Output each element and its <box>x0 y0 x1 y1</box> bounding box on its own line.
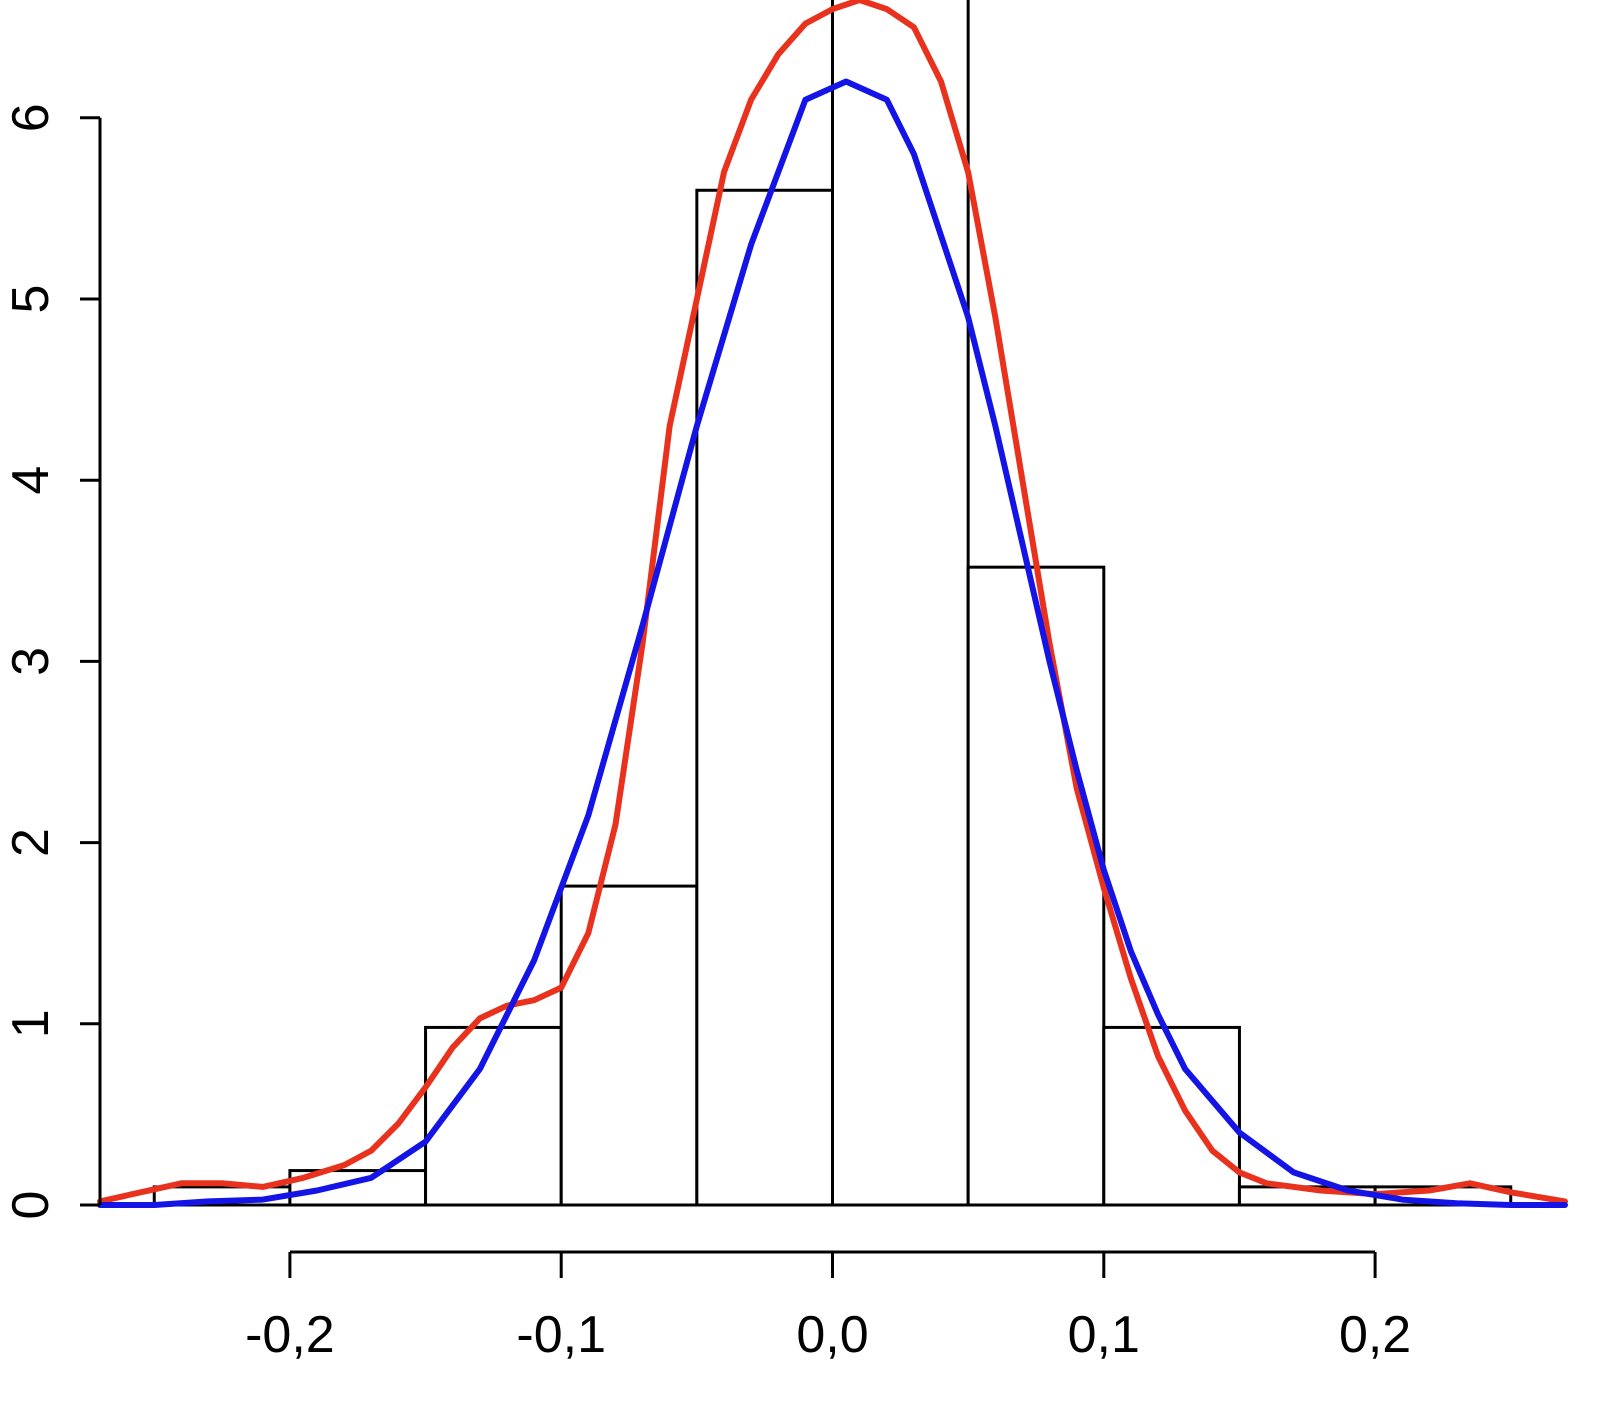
histogram-bars <box>152 0 1513 1207</box>
y-tick-label: 5 <box>2 285 60 314</box>
red-density-curve <box>97 0 1568 1205</box>
y-tick-label: 4 <box>2 466 60 495</box>
histogram-bar <box>831 0 970 1207</box>
x-tick-label: 0,0 <box>796 1306 868 1364</box>
x-tick-label: -0,1 <box>516 1306 606 1364</box>
x-tick-label: -0,2 <box>245 1306 335 1364</box>
histogram-bar <box>966 565 1106 1207</box>
y-tick-label: 0 <box>2 1191 60 1220</box>
y-tick-label: 1 <box>2 1009 60 1038</box>
x-axis: -0,2 -0,1 0,0 0,1 0,2 <box>245 1250 1411 1364</box>
histogram-bar <box>1102 1025 1241 1207</box>
y-axis: 0 1 2 3 4 5 6 <box>2 103 102 1220</box>
x-tick-label: 0,1 <box>1068 1306 1140 1364</box>
y-tick-label: 3 <box>2 647 60 676</box>
blue-normal-curve <box>97 78 1568 1208</box>
density-curves <box>97 0 1568 1208</box>
x-tick-label: 0,2 <box>1339 1306 1411 1364</box>
y-tick-label: 6 <box>2 103 60 132</box>
histogram-bar <box>559 884 699 1207</box>
histogram-bar <box>695 188 835 1207</box>
y-tick-label: 2 <box>2 828 60 857</box>
